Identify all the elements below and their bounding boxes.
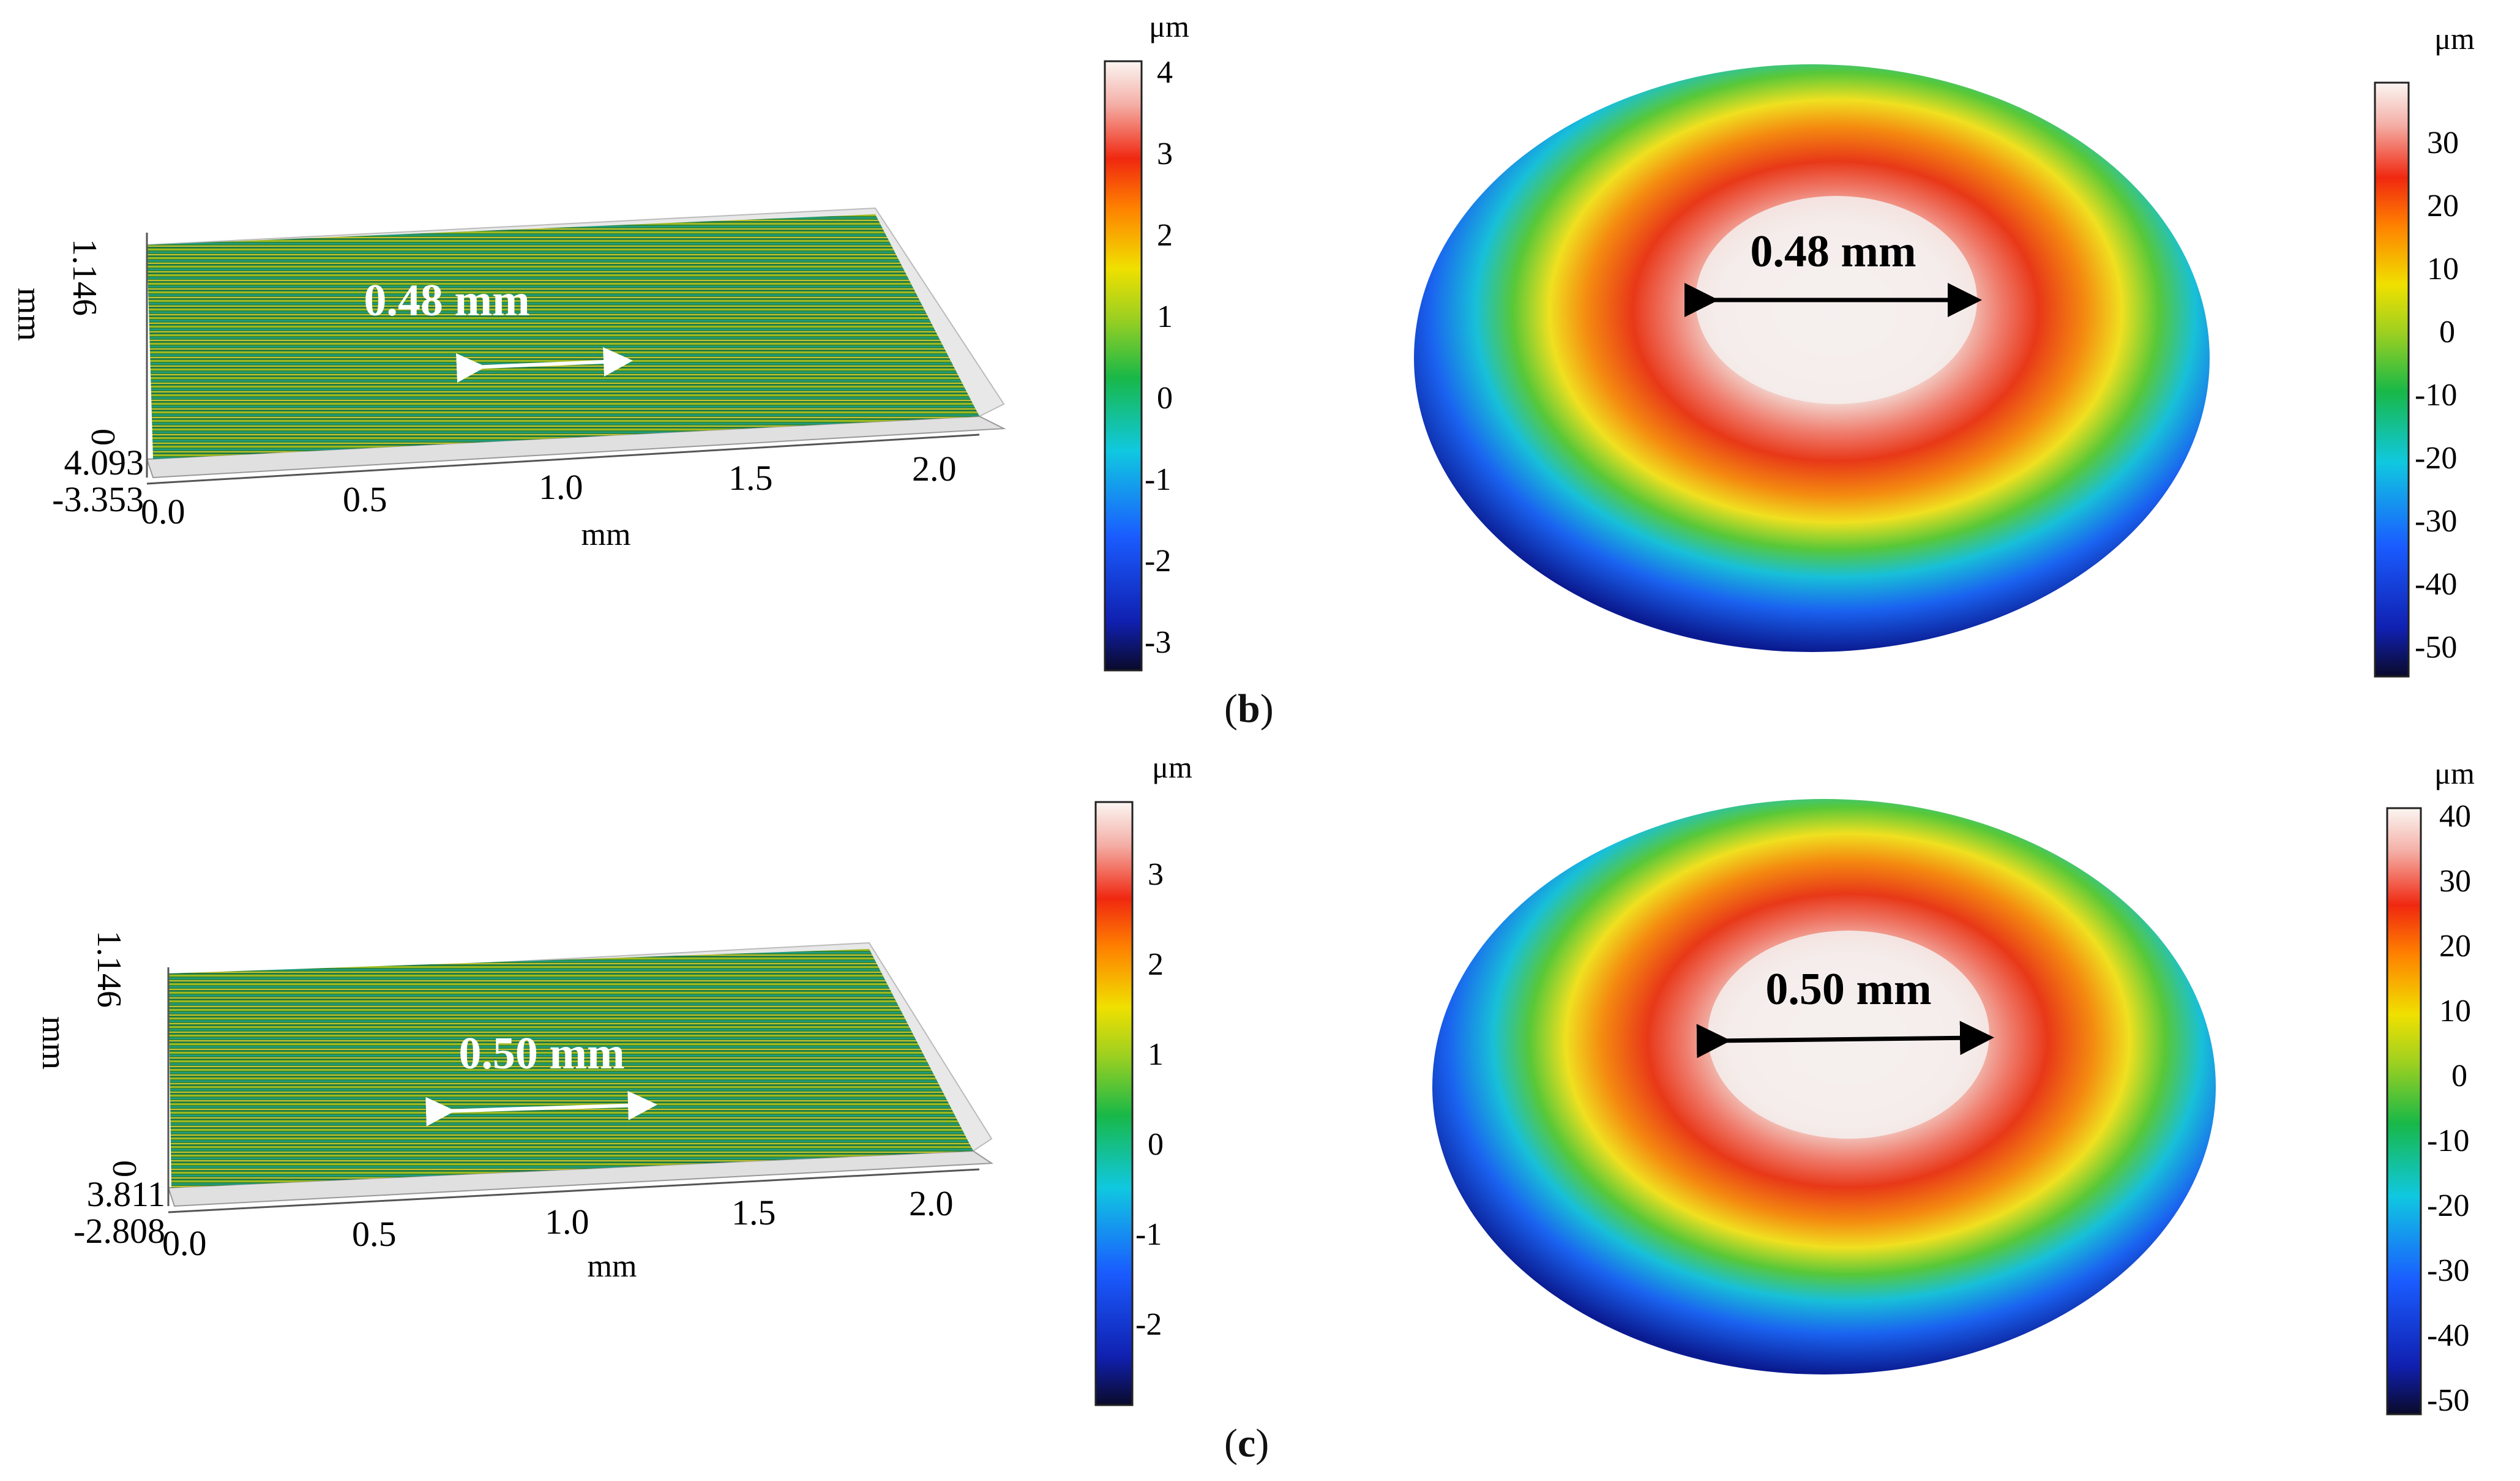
z-tick-min: 0 xyxy=(105,1160,143,1177)
colorbar-unit: μm xyxy=(2434,756,2475,790)
cbar-tick: 0 xyxy=(1157,381,1173,416)
width-arrow xyxy=(425,1090,657,1127)
x-axis-label: mm xyxy=(588,1249,637,1284)
z-axis-label: mm xyxy=(10,288,48,341)
x-tick-1: 0.5 xyxy=(352,1214,397,1254)
z-tick-max: 1.146 xyxy=(65,239,103,316)
cbar-tick: 1 xyxy=(1148,1037,1164,1072)
surface-texture xyxy=(147,214,979,459)
cbar-tick: 1 xyxy=(1157,299,1173,334)
x-tick-4: 2.0 xyxy=(909,1183,954,1223)
cbar-tick: 2 xyxy=(1157,218,1173,253)
x-tick-3: 1.5 xyxy=(731,1193,776,1232)
x-tick-2: 1.0 xyxy=(545,1202,589,1242)
z-axis-label: mm xyxy=(35,1016,73,1070)
x-tick-3: 1.5 xyxy=(728,458,773,498)
panel-b-height-colorbar: μm 30 20 10 0 -10 -20 -30 -40 -50 xyxy=(2374,21,2475,678)
diameter-annotation: 0.48 mm xyxy=(1750,227,1916,277)
cbar-tick: 0 xyxy=(2451,1059,2467,1093)
panel-c-height-colorbar: μm 40 30 20 10 0 -10 -20 -30 -40 -50 xyxy=(2386,756,2475,1418)
cbar-tick: 0 xyxy=(2439,315,2455,350)
x-tick-0: 0.0 xyxy=(141,492,185,531)
z-tick-max: 1.146 xyxy=(90,931,128,1008)
cbar-tick: -1 xyxy=(1135,1217,1162,1252)
cbar-tick: -30 xyxy=(2415,504,2457,539)
width-arrow xyxy=(456,347,633,383)
cbar-tick: 10 xyxy=(2427,252,2459,287)
panel-label-b: (b) xyxy=(1224,686,1274,731)
cbar-tick: 3 xyxy=(1148,857,1164,892)
panel-b-surface-colorbar: μm 4 3 2 1 0 -1 -2 -3 xyxy=(1104,9,1189,672)
cbar-tick: -2 xyxy=(1145,544,1171,579)
panel-label-c: (c) xyxy=(1224,1421,1269,1466)
cbar-tick: -50 xyxy=(2415,630,2457,665)
panel-c-surface-colorbar: μm 3 2 1 0 -1 -2 xyxy=(1094,750,1192,1406)
diameter-annotation: 0.50 mm xyxy=(1765,964,1931,1014)
cbar-tick: -20 xyxy=(2415,441,2457,476)
panel-c-surface-plot: 0.50 mm 1.146 0 mm 3.811 -2.808 0.0 0.5 … xyxy=(35,931,994,1284)
width-annotation: 0.50 mm xyxy=(458,1029,624,1079)
y-tick-max: 4.093 xyxy=(64,443,144,482)
cbar-tick: 10 xyxy=(2439,994,2471,1029)
surface-texture xyxy=(168,949,973,1188)
cbar-tick: 3 xyxy=(1157,137,1173,171)
panel-b-surface-plot: 0.48 mm 1.146 0 mm 4.093 -3.353 0.0 0.5 … xyxy=(10,207,1006,552)
cbar-tick: 40 xyxy=(2439,799,2471,834)
panel-b-height-map: 0.48 mm xyxy=(1414,64,2210,652)
panel-c-height-map: 0.50 mm xyxy=(1432,799,2216,1374)
y-tick-min: -2.808 xyxy=(73,1211,165,1251)
cbar-tick: 30 xyxy=(2427,126,2459,160)
cbar-tick: 20 xyxy=(2439,929,2471,964)
cbar-tick: -1 xyxy=(1145,462,1171,497)
cbar-tick: 20 xyxy=(2427,189,2459,223)
y-tick-max: 3.811 xyxy=(87,1174,165,1214)
cbar-tick: -40 xyxy=(2415,567,2457,602)
diameter-arrow xyxy=(1696,1021,1994,1059)
cbar-tick: 2 xyxy=(1148,947,1164,982)
x-tick-2: 1.0 xyxy=(539,467,583,507)
cbar-tick: -2 xyxy=(1135,1307,1162,1342)
cbar-tick: -30 xyxy=(2427,1253,2469,1288)
cbar-tick: 30 xyxy=(2439,864,2471,899)
cbar-tick: -40 xyxy=(2427,1318,2469,1353)
colorbar-unit: μm xyxy=(2434,21,2475,56)
width-annotation: 0.48 mm xyxy=(364,276,529,326)
cbar-tick: -3 xyxy=(1145,625,1171,660)
colorbar-unit: μm xyxy=(1152,750,1192,784)
cbar-tick: -20 xyxy=(2427,1188,2469,1223)
cbar-tick: -50 xyxy=(2427,1383,2469,1418)
cbar-tick: 0 xyxy=(1148,1127,1164,1162)
x-tick-1: 0.5 xyxy=(343,479,387,519)
z-tick-min: 0 xyxy=(84,429,122,446)
x-axis-label: mm xyxy=(581,517,631,552)
cbar-tick: -10 xyxy=(2427,1123,2469,1158)
x-tick-4: 2.0 xyxy=(912,449,957,489)
colorbar-unit: μm xyxy=(1149,9,1189,43)
cbar-tick: -10 xyxy=(2415,378,2457,413)
cbar-tick: 4 xyxy=(1157,55,1173,90)
x-tick-0: 0.0 xyxy=(162,1223,207,1263)
y-tick-min: -3.353 xyxy=(52,479,144,519)
